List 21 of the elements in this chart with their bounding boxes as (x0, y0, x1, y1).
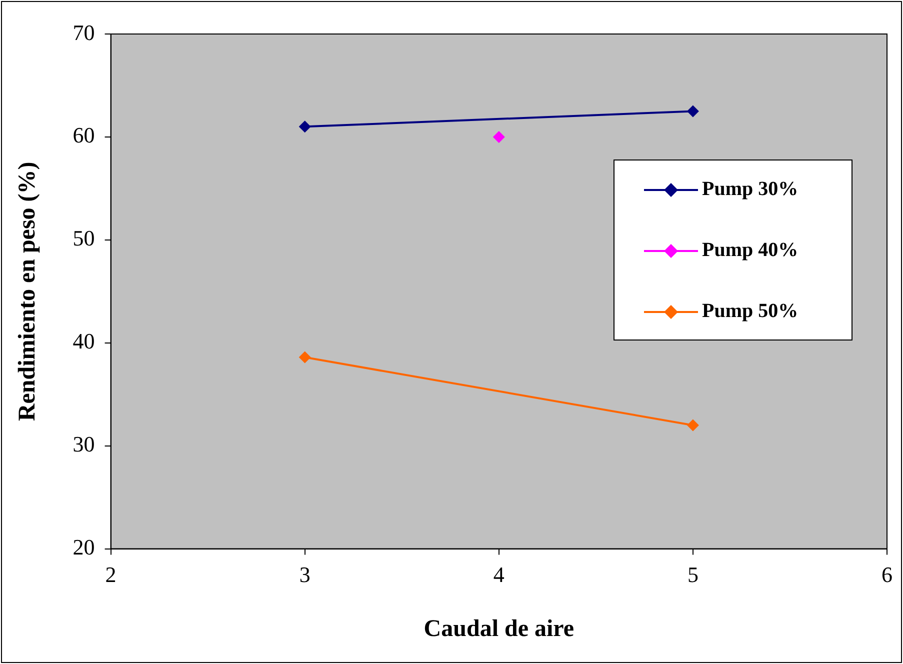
y-tick-label: 70 (72, 20, 95, 45)
legend-label: Pump 50% (702, 300, 798, 322)
x-tick-label: 4 (493, 562, 504, 587)
point (492, 130, 505, 143)
point (298, 120, 311, 133)
y-tick-label: 50 (72, 226, 95, 251)
x-tick-label: 3 (299, 562, 310, 587)
x-tick-label: 2 (105, 562, 116, 587)
point (686, 419, 699, 432)
y-axis-title: Rendimiento en peso (%) (14, 162, 41, 422)
y-tick-label: 40 (72, 328, 95, 354)
legend-label: Pump 30% (702, 178, 798, 200)
x-tick-label: 5 (687, 562, 698, 587)
point (298, 351, 311, 364)
y-tick-label: 20 (72, 534, 95, 560)
x-axis-title: Caudal de aire (424, 616, 574, 642)
legend-label: Pump 40% (702, 239, 798, 262)
y-tick-label: 60 (72, 122, 95, 148)
point (686, 105, 699, 118)
x-tick-label: 6 (882, 562, 892, 587)
y-tick-label: 30 (72, 432, 95, 457)
